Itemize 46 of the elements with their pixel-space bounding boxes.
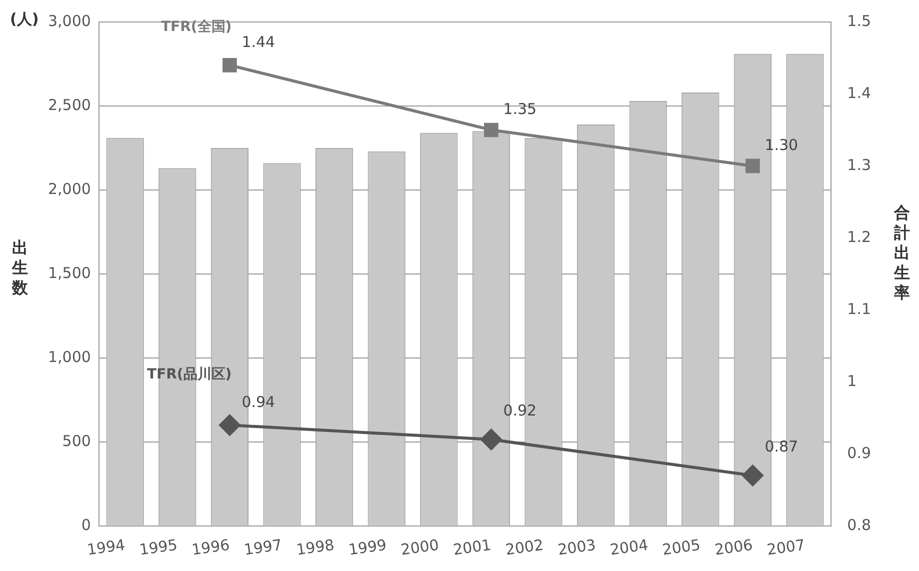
x-tick-label: 2002 xyxy=(504,536,545,559)
y-tick-label: 2,500 xyxy=(48,96,91,114)
x-tick-label: 2005 xyxy=(661,536,702,559)
data-label: 1.30 xyxy=(764,136,798,154)
y2-tick-label: 0.9 xyxy=(847,444,872,462)
point xyxy=(480,428,502,450)
y2-tick-label: 1 xyxy=(847,372,857,390)
x-tick-label: 2006 xyxy=(714,536,754,559)
y2-tick-label: 1.3 xyxy=(847,156,872,174)
point xyxy=(219,414,240,436)
x-tick-label: 2004 xyxy=(608,536,650,559)
x-tick-label: 1995 xyxy=(138,536,178,559)
x-tick-label: 1996 xyxy=(190,536,231,559)
y-tick-label: 500 xyxy=(62,432,91,450)
series-label: TFR(全国) xyxy=(160,18,232,35)
point xyxy=(742,464,764,486)
y2-tick-label: 0.8 xyxy=(847,516,872,534)
x-tick-label: 1994 xyxy=(86,536,126,559)
x-tick-label: 2007 xyxy=(766,536,806,559)
y-axis-title: 出生数 xyxy=(11,238,29,298)
y2-axis-title: 合計出生率 xyxy=(893,203,910,302)
point xyxy=(746,158,760,174)
data-label: 0.94 xyxy=(242,392,276,411)
text: (人) xyxy=(10,10,39,28)
x-tick-label: 1999 xyxy=(347,536,388,559)
x-tick-label: 2003 xyxy=(556,536,597,559)
y2-tick-label: 1.2 xyxy=(847,228,872,246)
x-tick-label: 1998 xyxy=(295,536,336,559)
data-label: 0.87 xyxy=(764,437,798,456)
y2-tick-label: 1.5 xyxy=(847,12,872,30)
y-tick-label: 0 xyxy=(81,516,91,534)
x-tick-label: 1997 xyxy=(242,536,284,559)
x-tick-label: 2001 xyxy=(452,536,492,559)
data-label: 0.92 xyxy=(503,401,537,420)
point xyxy=(484,122,498,138)
y-tick-label: 1,500 xyxy=(48,264,91,282)
x-tick-label: 2000 xyxy=(400,536,440,559)
y-tick-label: 3,000 xyxy=(48,12,91,30)
text: TFR(品川区) xyxy=(146,366,232,383)
data-label: 1.35 xyxy=(503,100,537,118)
data-label: 1.44 xyxy=(242,33,276,52)
point xyxy=(222,58,237,72)
y2-tick-label: 1.4 xyxy=(847,84,872,102)
y2-tick-label: 1.1 xyxy=(847,300,872,318)
y-tick-label: 1,000 xyxy=(48,348,91,366)
y-tick-label: 2,000 xyxy=(48,180,91,198)
